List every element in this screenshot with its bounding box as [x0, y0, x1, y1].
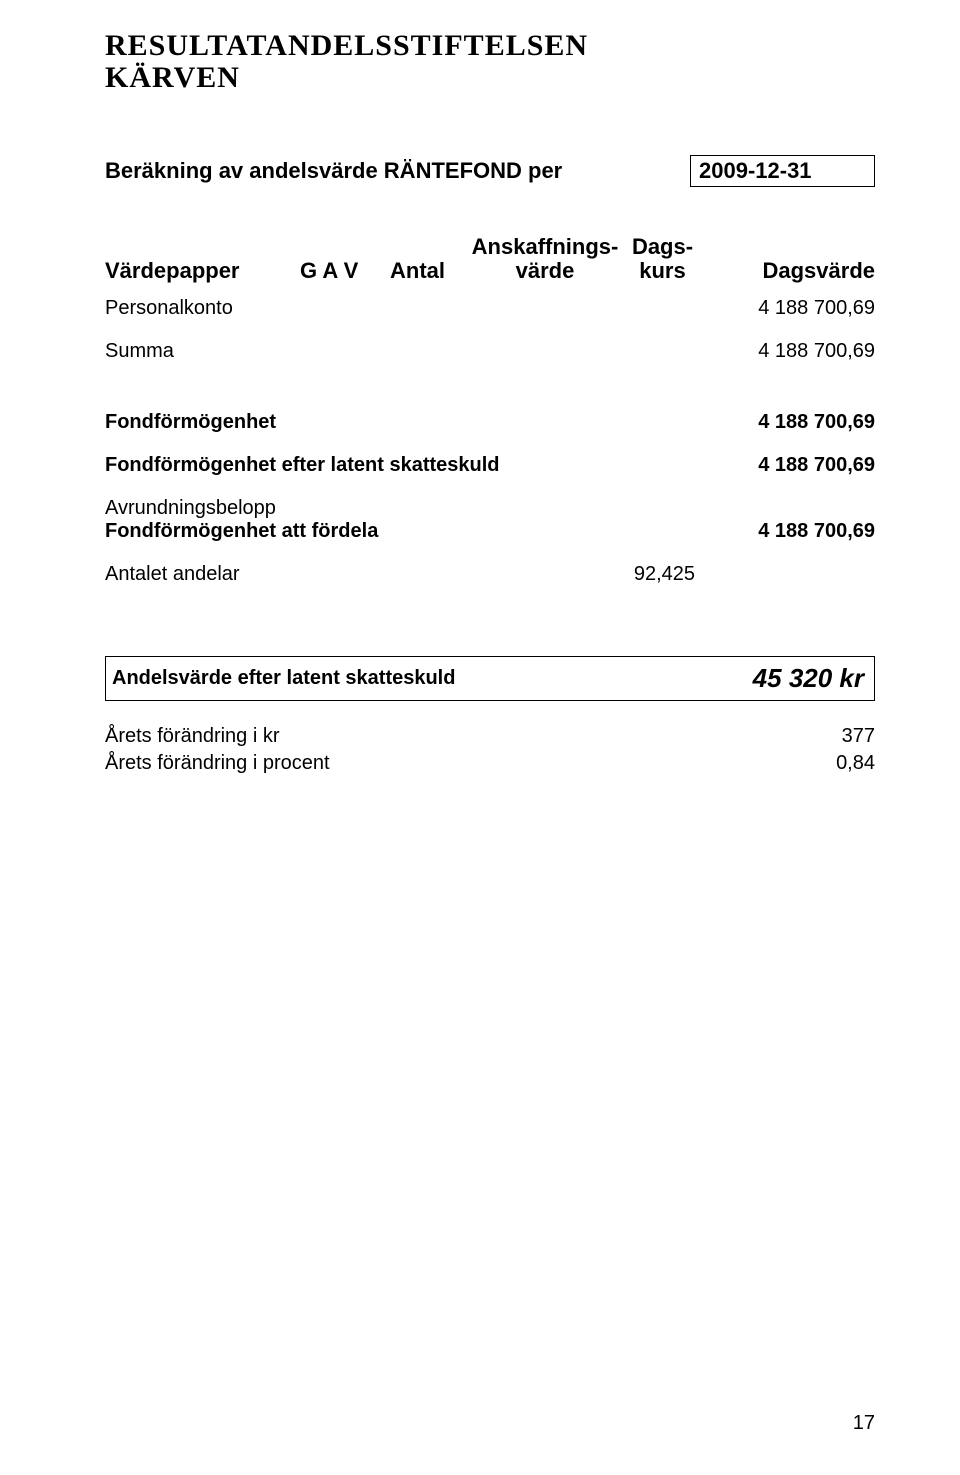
row-antal-andelar: Antalet andelar 92,425 — [105, 563, 875, 586]
box-value: 45 320 kr — [753, 663, 864, 694]
label-fond-fordela: Fondförmögenhet att fördela — [105, 520, 450, 543]
row-fondformogenhet-latent: Fondförmögenhet efter latent skatteskuld… — [105, 454, 875, 477]
andelsvarde-box: Andelsvärde efter latent skatteskuld 45 … — [105, 656, 875, 701]
label-personalkonto: Personalkonto — [105, 297, 450, 320]
col-anskaffning: Anskaffnings- värde — [470, 235, 620, 283]
label-avrundning: Avrundningsbelopp — [105, 497, 450, 520]
value-fond-latent: 4 188 700,69 — [695, 454, 875, 477]
label-change-kr: Årets förändring i kr — [105, 725, 450, 748]
value-antal: 92,425 — [450, 563, 695, 586]
col-dagskurs: Dags- kurs — [620, 235, 705, 283]
col-vardepapper: Värdepapper — [105, 259, 300, 283]
value-personalkonto: 4 188 700,69 — [695, 297, 875, 320]
box-label: Andelsvärde efter latent skatteskuld — [112, 667, 753, 690]
row-personalkonto: Personalkonto 4 188 700,69 — [105, 297, 875, 320]
value-fondformogenhet: 4 188 700,69 — [695, 411, 875, 434]
org-line1: RESULTATANDELSSTIFTELSEN — [105, 29, 588, 62]
calc-date: 2009-12-31 — [690, 155, 875, 187]
label-change-pct: Årets förändring i procent — [105, 752, 450, 775]
value-fond-fordela: 4 188 700,69 — [695, 520, 875, 543]
col-anskaffning-l1: Anskaffnings- — [472, 234, 619, 259]
col-dagskurs-l2: kurs — [639, 258, 685, 283]
label-fond-latent: Fondförmögenhet efter latent skatteskuld — [105, 454, 550, 477]
col-gav: G A V — [300, 259, 390, 283]
label-antal: Antalet andelar — [105, 563, 450, 586]
column-headers: Värdepapper G A V Antal Anskaffnings- vä… — [105, 235, 875, 283]
col-dagsvarde: Dagsvärde — [705, 259, 875, 283]
label-summa: Summa — [105, 340, 450, 363]
col-anskaffning-l2: värde — [516, 258, 575, 283]
page-number: 17 — [853, 1412, 875, 1435]
org-title: RESULTATANDELSSTIFTELSEN KÄRVEN — [105, 30, 875, 95]
label-fondformogenhet: Fondförmögenhet — [105, 411, 450, 434]
row-fondformogenhet: Fondförmögenhet 4 188 700,69 — [105, 411, 875, 434]
col-dagskurs-l1: Dags- — [632, 234, 693, 259]
page: RESULTATANDELSSTIFTELSEN KÄRVEN Beräknin… — [0, 0, 960, 1475]
row-change-kr: Årets förändring i kr 377 — [105, 725, 875, 748]
row-fond-fordela: Fondförmögenhet att fördela 4 188 700,69 — [105, 520, 875, 543]
value-summa: 4 188 700,69 — [695, 340, 875, 363]
row-summa: Summa 4 188 700,69 — [105, 340, 875, 363]
row-avrundning: Avrundningsbelopp — [105, 497, 875, 520]
col-antal: Antal — [390, 259, 470, 283]
calc-header: Beräkning av andelsvärde RÄNTEFOND per 2… — [105, 155, 875, 187]
value-change-kr: 377 — [695, 725, 875, 748]
calc-title: Beräkning av andelsvärde RÄNTEFOND per — [105, 158, 690, 184]
row-change-pct: Årets förändring i procent 0,84 — [105, 752, 875, 775]
org-line2: KÄRVEN — [105, 61, 240, 94]
value-change-pct: 0,84 — [695, 752, 875, 775]
